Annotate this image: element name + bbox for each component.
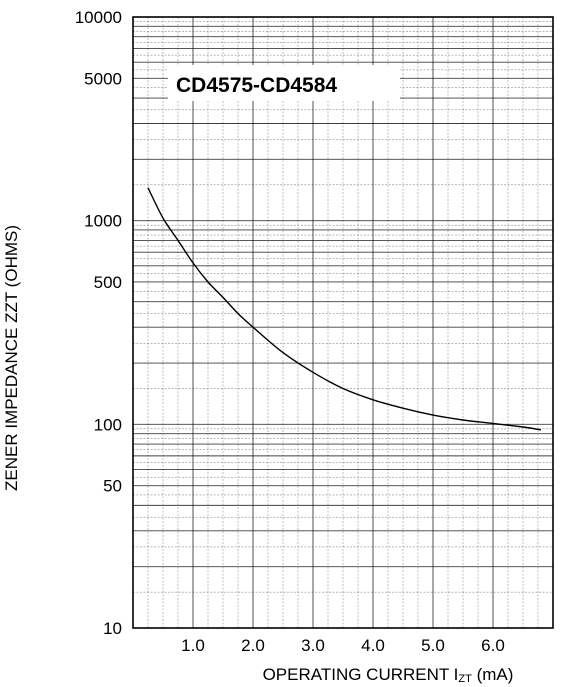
grid	[133, 17, 553, 628]
x-tick-label: 1.0	[181, 636, 205, 655]
y-tick-labels: 10 50 100 500 1000 5000 10000	[75, 8, 122, 638]
x-tick-label: 6.0	[481, 636, 505, 655]
x-axis-label: OPERATING CURRENT IZT (mA)	[263, 665, 514, 685]
x-tick-label: 5.0	[421, 636, 445, 655]
y-tick-label: 10	[103, 619, 122, 638]
plot-frame	[132, 16, 554, 629]
y-tick-label: 10000	[75, 8, 122, 27]
y-axis-label: ZENER IMPEDANCE ZZT (OHMS)	[2, 225, 21, 491]
x-tick-label: 4.0	[361, 636, 385, 655]
title-box	[168, 65, 400, 101]
y-tick-label: 50	[103, 477, 122, 496]
series-line	[147, 187, 542, 431]
x-tick-label: 3.0	[301, 636, 325, 655]
x-axis-label-subscript: ZT	[458, 673, 472, 685]
series-layer	[147, 187, 542, 431]
y-tick-label: 500	[94, 273, 122, 292]
chart-title: CD4575-CD4584	[176, 74, 337, 97]
y-tick-label: 100	[94, 415, 122, 434]
y-tick-label: 5000	[84, 69, 122, 88]
y-tick-label: 1000	[84, 212, 122, 231]
x-tick-labels: 1.0 2.0 3.0 4.0 5.0 6.0	[181, 636, 505, 655]
x-axis-label-main: OPERATING CURRENT I	[263, 665, 459, 684]
x-axis-label-units: (mA)	[472, 665, 514, 684]
x-tick-label: 2.0	[241, 636, 265, 655]
